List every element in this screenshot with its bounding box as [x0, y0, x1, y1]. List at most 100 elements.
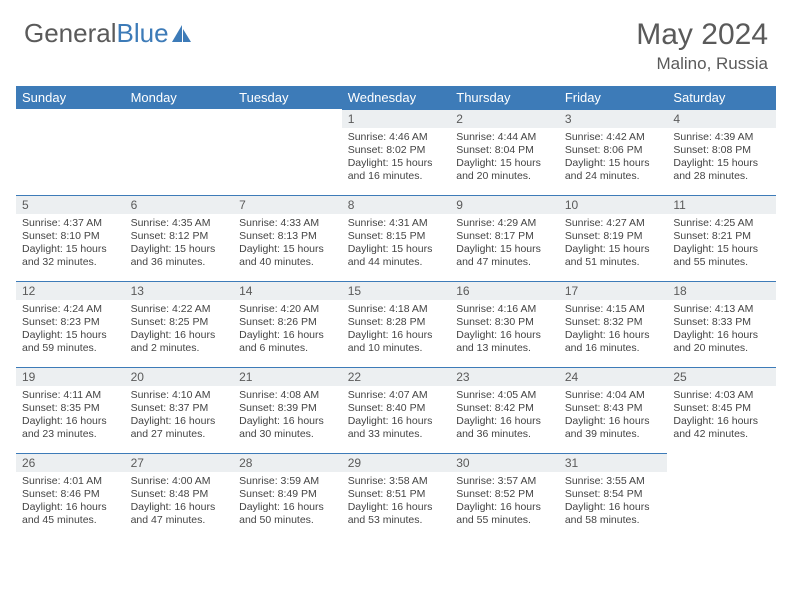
day-details: Sunrise: 4:15 AMSunset: 8:32 PMDaylight:… [559, 300, 668, 360]
day-details: Sunrise: 4:37 AMSunset: 8:10 PMDaylight:… [16, 214, 125, 274]
calendar-cell [233, 109, 342, 195]
calendar-cell: 19Sunrise: 4:11 AMSunset: 8:35 PMDayligh… [16, 367, 125, 453]
day-number: 24 [559, 367, 668, 386]
day-number: 8 [342, 195, 451, 214]
calendar-cell: 4Sunrise: 4:39 AMSunset: 8:08 PMDaylight… [667, 109, 776, 195]
calendar-cell: 29Sunrise: 3:58 AMSunset: 8:51 PMDayligh… [342, 453, 451, 539]
day-details: Sunrise: 4:44 AMSunset: 8:04 PMDaylight:… [450, 128, 559, 188]
day-number: 10 [559, 195, 668, 214]
calendar-week-row: 19Sunrise: 4:11 AMSunset: 8:35 PMDayligh… [16, 367, 776, 453]
day-details: Sunrise: 4:01 AMSunset: 8:46 PMDaylight:… [16, 472, 125, 532]
sunset-text: Sunset: 8:40 PM [348, 402, 445, 415]
logo-sail-icon [171, 24, 193, 44]
daylight-text: Daylight: 15 hours and 44 minutes. [348, 243, 445, 269]
day-number: 13 [125, 281, 234, 300]
sunrise-text: Sunrise: 4:07 AM [348, 389, 445, 402]
calendar-cell: 2Sunrise: 4:44 AMSunset: 8:04 PMDaylight… [450, 109, 559, 195]
sunrise-text: Sunrise: 4:24 AM [22, 303, 119, 316]
day-details: Sunrise: 4:39 AMSunset: 8:08 PMDaylight:… [667, 128, 776, 188]
day-details: Sunrise: 4:27 AMSunset: 8:19 PMDaylight:… [559, 214, 668, 274]
day-number: 26 [16, 453, 125, 472]
calendar-cell: 25Sunrise: 4:03 AMSunset: 8:45 PMDayligh… [667, 367, 776, 453]
sunset-text: Sunset: 8:10 PM [22, 230, 119, 243]
sunrise-text: Sunrise: 4:25 AM [673, 217, 770, 230]
day-number: 16 [450, 281, 559, 300]
calendar-cell: 20Sunrise: 4:10 AMSunset: 8:37 PMDayligh… [125, 367, 234, 453]
sunrise-text: Sunrise: 4:35 AM [131, 217, 228, 230]
day-number: 14 [233, 281, 342, 300]
sunrise-text: Sunrise: 4:42 AM [565, 131, 662, 144]
daylight-text: Daylight: 16 hours and 16 minutes. [565, 329, 662, 355]
day-number: 29 [342, 453, 451, 472]
sunrise-text: Sunrise: 4:01 AM [22, 475, 119, 488]
daylight-text: Daylight: 15 hours and 28 minutes. [673, 157, 770, 183]
day-number: 12 [16, 281, 125, 300]
day-number: 7 [233, 195, 342, 214]
day-details: Sunrise: 4:29 AMSunset: 8:17 PMDaylight:… [450, 214, 559, 274]
sunrise-text: Sunrise: 4:16 AM [456, 303, 553, 316]
daylight-text: Daylight: 15 hours and 47 minutes. [456, 243, 553, 269]
calendar-cell: 9Sunrise: 4:29 AMSunset: 8:17 PMDaylight… [450, 195, 559, 281]
daylight-text: Daylight: 15 hours and 51 minutes. [565, 243, 662, 269]
sunset-text: Sunset: 8:42 PM [456, 402, 553, 415]
day-number: 17 [559, 281, 668, 300]
sunset-text: Sunset: 8:15 PM [348, 230, 445, 243]
day-number: 5 [16, 195, 125, 214]
sunset-text: Sunset: 8:35 PM [22, 402, 119, 415]
calendar-cell: 28Sunrise: 3:59 AMSunset: 8:49 PMDayligh… [233, 453, 342, 539]
day-details: Sunrise: 4:35 AMSunset: 8:12 PMDaylight:… [125, 214, 234, 274]
location: Malino, Russia [636, 54, 768, 74]
daylight-text: Daylight: 16 hours and 30 minutes. [239, 415, 336, 441]
daylight-text: Daylight: 16 hours and 2 minutes. [131, 329, 228, 355]
sunset-text: Sunset: 8:21 PM [673, 230, 770, 243]
calendar-week-row: 12Sunrise: 4:24 AMSunset: 8:23 PMDayligh… [16, 281, 776, 367]
weekday-header: Thursday [450, 86, 559, 109]
daylight-text: Daylight: 16 hours and 20 minutes. [673, 329, 770, 355]
weekday-header: Saturday [667, 86, 776, 109]
day-number: 3 [559, 109, 668, 128]
logo-text-1: General [24, 18, 117, 49]
sunrise-text: Sunrise: 4:08 AM [239, 389, 336, 402]
day-details: Sunrise: 3:58 AMSunset: 8:51 PMDaylight:… [342, 472, 451, 532]
calendar-cell: 6Sunrise: 4:35 AMSunset: 8:12 PMDaylight… [125, 195, 234, 281]
calendar: Sunday Monday Tuesday Wednesday Thursday… [16, 86, 776, 539]
day-number: 11 [667, 195, 776, 214]
day-number: 23 [450, 367, 559, 386]
daylight-text: Daylight: 16 hours and 10 minutes. [348, 329, 445, 355]
sunrise-text: Sunrise: 4:15 AM [565, 303, 662, 316]
sunrise-text: Sunrise: 4:13 AM [673, 303, 770, 316]
sunrise-text: Sunrise: 3:57 AM [456, 475, 553, 488]
day-details: Sunrise: 4:07 AMSunset: 8:40 PMDaylight:… [342, 386, 451, 446]
calendar-cell: 8Sunrise: 4:31 AMSunset: 8:15 PMDaylight… [342, 195, 451, 281]
calendar-cell: 14Sunrise: 4:20 AMSunset: 8:26 PMDayligh… [233, 281, 342, 367]
daylight-text: Daylight: 16 hours and 42 minutes. [673, 415, 770, 441]
sunset-text: Sunset: 8:33 PM [673, 316, 770, 329]
sunset-text: Sunset: 8:17 PM [456, 230, 553, 243]
weekday-header: Sunday [16, 86, 125, 109]
sunset-text: Sunset: 8:48 PM [131, 488, 228, 501]
daylight-text: Daylight: 16 hours and 33 minutes. [348, 415, 445, 441]
sunrise-text: Sunrise: 4:29 AM [456, 217, 553, 230]
day-number: 28 [233, 453, 342, 472]
day-details: Sunrise: 4:16 AMSunset: 8:30 PMDaylight:… [450, 300, 559, 360]
calendar-cell [667, 453, 776, 539]
calendar-cell: 22Sunrise: 4:07 AMSunset: 8:40 PMDayligh… [342, 367, 451, 453]
sunset-text: Sunset: 8:30 PM [456, 316, 553, 329]
calendar-cell: 3Sunrise: 4:42 AMSunset: 8:06 PMDaylight… [559, 109, 668, 195]
calendar-body: 1Sunrise: 4:46 AMSunset: 8:02 PMDaylight… [16, 109, 776, 539]
calendar-cell: 21Sunrise: 4:08 AMSunset: 8:39 PMDayligh… [233, 367, 342, 453]
day-details: Sunrise: 4:10 AMSunset: 8:37 PMDaylight:… [125, 386, 234, 446]
day-number: 4 [667, 109, 776, 128]
sunset-text: Sunset: 8:51 PM [348, 488, 445, 501]
day-details: Sunrise: 4:33 AMSunset: 8:13 PMDaylight:… [233, 214, 342, 274]
sunset-text: Sunset: 8:37 PM [131, 402, 228, 415]
daylight-text: Daylight: 16 hours and 50 minutes. [239, 501, 336, 527]
calendar-cell: 17Sunrise: 4:15 AMSunset: 8:32 PMDayligh… [559, 281, 668, 367]
calendar-cell: 16Sunrise: 4:16 AMSunset: 8:30 PMDayligh… [450, 281, 559, 367]
sunrise-text: Sunrise: 4:33 AM [239, 217, 336, 230]
sunset-text: Sunset: 8:54 PM [565, 488, 662, 501]
sunset-text: Sunset: 8:19 PM [565, 230, 662, 243]
daylight-text: Daylight: 16 hours and 6 minutes. [239, 329, 336, 355]
calendar-cell: 18Sunrise: 4:13 AMSunset: 8:33 PMDayligh… [667, 281, 776, 367]
day-details: Sunrise: 3:57 AMSunset: 8:52 PMDaylight:… [450, 472, 559, 532]
